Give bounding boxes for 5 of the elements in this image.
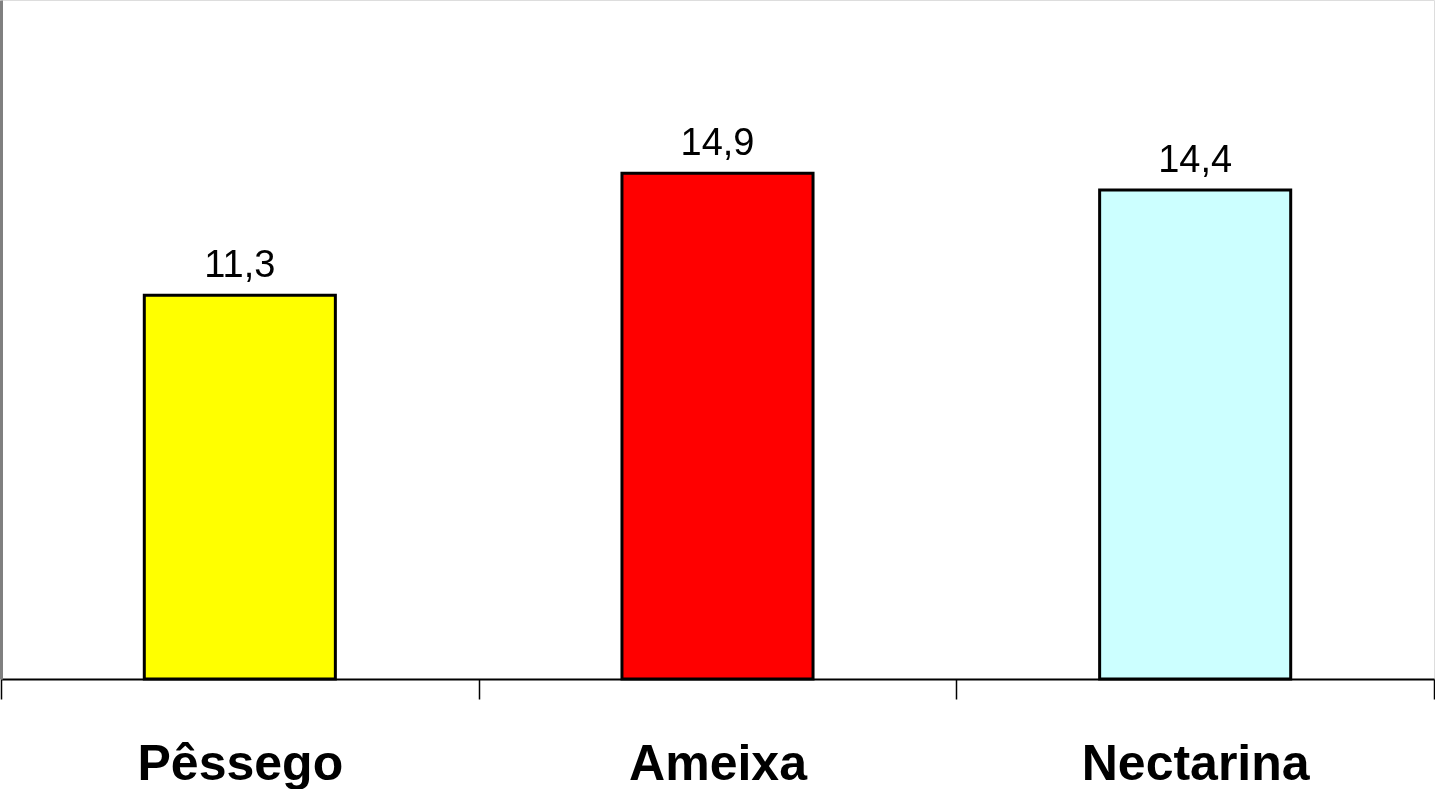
data-label: 11,3: [204, 243, 276, 286]
data-label: 14,9: [680, 121, 755, 164]
data-label: 14,4: [1158, 138, 1233, 181]
x-tick-label: Ameixa: [629, 734, 809, 789]
x-tick-label: Nectarina: [1081, 734, 1311, 789]
